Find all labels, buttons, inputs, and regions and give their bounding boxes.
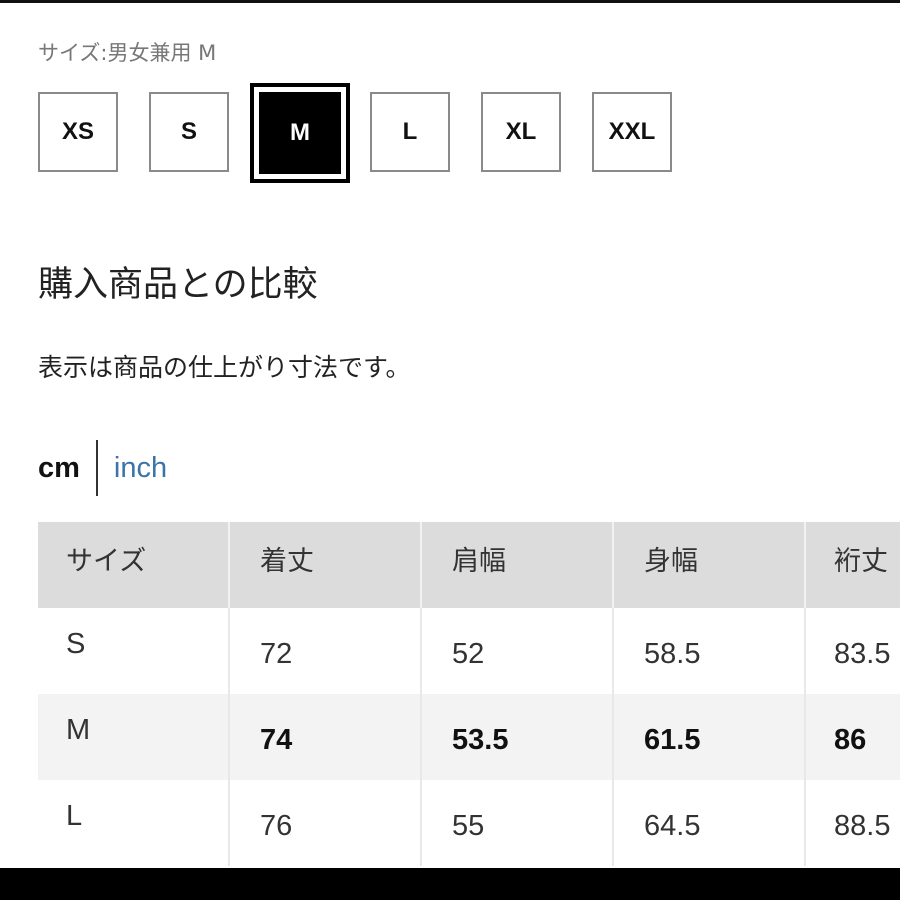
comparison-description: 表示は商品の仕上がり寸法です。 [38,353,411,382]
size-option-l[interactable]: L [370,92,450,172]
table-row-highlighted: M 74 53.5 61.5 86 [38,694,900,780]
unit-cm[interactable]: cm [38,451,80,484]
header-cell: 着丈 [230,522,422,608]
bottom-bar [0,868,900,900]
table-header: サイズ 着丈 肩幅 身幅 裄丈 [38,522,900,608]
size-table: サイズ 着丈 肩幅 身幅 裄丈 S 72 52 58.5 83.5 M 74 5… [38,522,900,866]
table-row: L 76 55 64.5 88.5 [38,780,900,866]
table-cell: 74 [230,694,422,780]
table-row: S 72 52 58.5 83.5 [38,608,900,694]
top-border [0,0,900,3]
table-cell: 64.5 [614,780,806,866]
table-cell: 55 [422,780,614,866]
table-cell: 52 [422,608,614,694]
unit-toggle: cm inch [38,440,167,496]
table-cell: S [38,608,230,694]
table-cell: 76 [230,780,422,866]
size-option-xxl[interactable]: XXL [592,92,672,172]
size-label: サイズ:男女兼用 M [38,41,217,65]
table-cell: 83.5 [834,637,891,670]
table-cell: L [38,780,230,866]
size-option-m-selected[interactable]: M [250,83,350,183]
table-cell: 86 [834,723,867,756]
comparison-title: 購入商品との比較 [38,265,318,305]
header-cell: サイズ [38,522,230,608]
header-cell: 裄丈 [834,545,888,577]
table-cell: M [38,694,230,780]
unit-inch-link[interactable]: inch [113,451,168,484]
table-cell: 61.5 [614,694,806,780]
table-cell: 53.5 [422,694,614,780]
table-cell: 58.5 [614,608,806,694]
size-option-xs[interactable]: XS [38,92,118,172]
unit-divider [95,440,98,496]
size-option-s[interactable]: S [149,92,229,172]
size-option-xl[interactable]: XL [481,92,561,172]
table-cell: 88.5 [834,809,891,842]
table-cell: 72 [230,608,422,694]
header-cell: 身幅 [614,522,806,608]
header-cell: 肩幅 [422,522,614,608]
